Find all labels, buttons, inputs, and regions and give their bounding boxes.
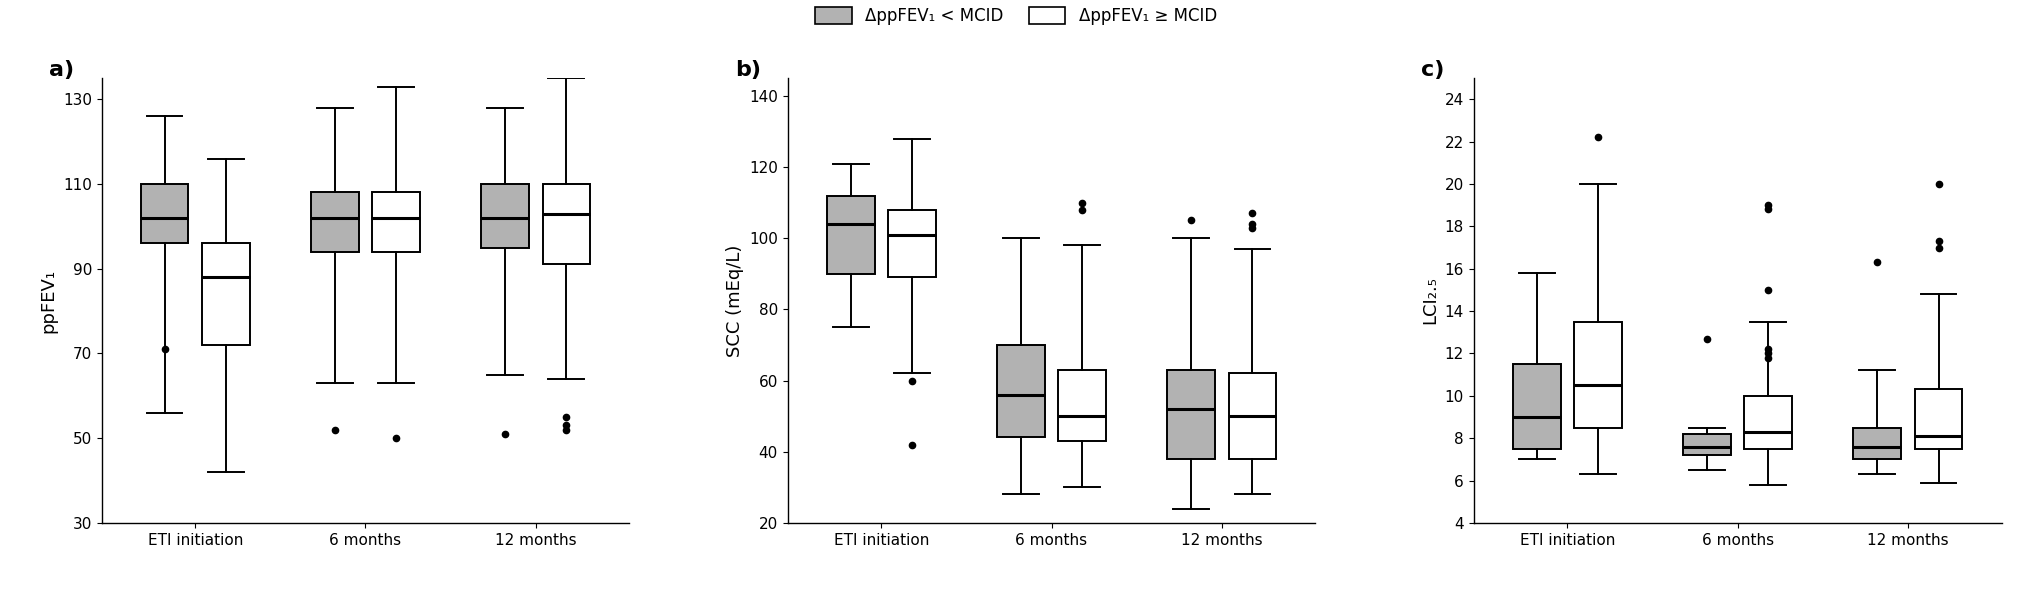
Bar xyxy=(1575,322,1622,427)
Bar xyxy=(1166,370,1215,459)
Legend: ΔppFEV₁ < MCID, ΔppFEV₁ ≥ MCID: ΔppFEV₁ < MCID, ΔppFEV₁ ≥ MCID xyxy=(811,2,1221,31)
Bar xyxy=(1853,427,1902,459)
Bar xyxy=(827,195,874,274)
Bar xyxy=(1914,389,1963,449)
Bar xyxy=(311,192,360,252)
Text: a): a) xyxy=(49,60,73,81)
Y-axis label: SCC (mEq/L): SCC (mEq/L) xyxy=(725,245,744,356)
Bar xyxy=(888,210,937,278)
Bar xyxy=(140,184,189,243)
Bar xyxy=(543,184,589,264)
Bar xyxy=(201,243,250,345)
Bar xyxy=(482,184,528,248)
Bar xyxy=(1682,434,1731,455)
Text: b): b) xyxy=(736,60,760,81)
Bar xyxy=(1229,373,1276,459)
Text: c): c) xyxy=(1420,60,1445,81)
Y-axis label: ppFEV₁: ppFEV₁ xyxy=(39,269,57,332)
Bar xyxy=(1059,370,1105,441)
Bar xyxy=(1514,364,1561,449)
Bar xyxy=(372,192,421,252)
Y-axis label: LCI₂.₅: LCI₂.₅ xyxy=(1420,276,1439,325)
Bar xyxy=(998,345,1044,438)
Bar xyxy=(1743,396,1792,449)
